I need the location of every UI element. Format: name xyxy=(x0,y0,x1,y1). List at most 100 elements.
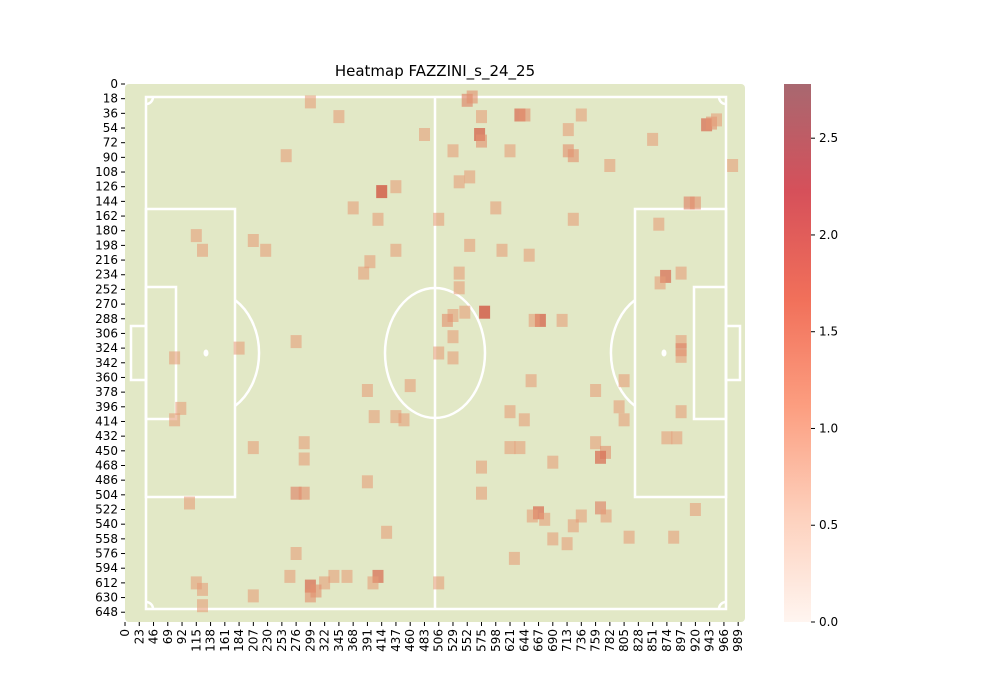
heatmap-cell xyxy=(358,266,370,280)
heatmap-cell xyxy=(447,351,459,365)
heatmap-cell xyxy=(476,486,487,500)
colorbar-tick-label: 1.5 xyxy=(819,325,838,339)
x-tick-label: 184 xyxy=(232,629,246,652)
y-tick-label: 468 xyxy=(95,458,118,472)
x-tick-label: 483 xyxy=(417,629,431,652)
heatmap-cell xyxy=(459,305,471,319)
x-tick-label: 230 xyxy=(261,629,275,652)
x-tick-label: 23 xyxy=(132,629,146,644)
colorbar-tick-label: 1.0 xyxy=(819,421,838,435)
colorbar-tick-label: 0.0 xyxy=(819,615,838,629)
heatmap-cell xyxy=(547,532,559,546)
heatmap-cell xyxy=(453,266,465,280)
chart-title: Heatmap FAZZINI_s_24_25 xyxy=(335,62,535,81)
x-tick-label: 207 xyxy=(246,629,260,652)
heatmap-cell xyxy=(464,238,476,252)
y-tick-label: 216 xyxy=(95,253,118,267)
heatmap-cell xyxy=(404,379,416,393)
pitch-markings xyxy=(129,95,742,611)
x-tick-label: 529 xyxy=(446,629,460,652)
heatmap-cell xyxy=(556,313,568,327)
x-tick-label: 644 xyxy=(517,629,531,652)
left-penalty-arc xyxy=(234,299,261,407)
x-tick-label: 828 xyxy=(631,629,645,652)
heatmap-cell xyxy=(504,441,516,455)
heatmap-cell xyxy=(476,110,487,124)
x-tick-label: 437 xyxy=(389,629,403,652)
heatmap-cell xyxy=(514,441,526,455)
x-tick-label: 667 xyxy=(532,629,546,652)
x-tick-label: 874 xyxy=(660,629,674,652)
y-tick-label: 0 xyxy=(110,77,118,91)
heatmap-cell xyxy=(689,196,701,210)
heatmap-cell xyxy=(347,201,359,215)
heatmap-cell xyxy=(433,576,445,590)
heatmap-cell xyxy=(233,341,245,355)
heatmap-cell xyxy=(547,455,559,469)
heatmap-cell xyxy=(476,134,487,148)
y-tick-label: 594 xyxy=(95,561,118,575)
y-tick-label: 612 xyxy=(95,576,118,590)
x-tick-label: 368 xyxy=(346,629,360,652)
x-tick-label: 506 xyxy=(432,629,446,652)
heatmap-cell xyxy=(623,530,635,544)
y-tick-label: 558 xyxy=(95,532,118,546)
heatmap-cell xyxy=(518,413,530,427)
colorbar-tick-label: 0.5 xyxy=(819,518,838,532)
heatmap-cell xyxy=(368,410,380,424)
heatmap-cell xyxy=(298,436,310,450)
heatmap-cell xyxy=(453,175,465,189)
heatmap-cell xyxy=(247,589,259,603)
heatmap-cell xyxy=(453,281,465,295)
heatmap-cell xyxy=(604,159,616,172)
right-penalty-spot xyxy=(661,349,667,357)
x-tick-label: 253 xyxy=(275,629,289,652)
y-tick-label: 522 xyxy=(95,503,118,517)
colorbar-ticks: 0.0 0.5 1.0 1.5 2.0 2.5 xyxy=(811,131,838,629)
y-tick-label: 18 xyxy=(103,92,118,106)
x-tick-label: 46 xyxy=(147,629,161,644)
heatmap-cell xyxy=(260,243,272,257)
heatmap-cell xyxy=(575,509,587,523)
heatmap-cell xyxy=(447,309,459,322)
heatmap-cell xyxy=(333,110,345,124)
heatmap-cell xyxy=(419,128,430,141)
heatmap-cell xyxy=(474,128,486,141)
heatmap-cell xyxy=(668,530,680,544)
x-tick-label: 138 xyxy=(204,629,218,652)
heatmap-cell xyxy=(361,384,373,397)
heatmap-cell xyxy=(654,276,666,290)
heatmap-cell xyxy=(441,313,453,327)
heatmap-cell xyxy=(364,255,376,269)
x-tick-label: 345 xyxy=(332,629,346,652)
y-tick-label: 432 xyxy=(95,429,118,443)
heatmap-cell xyxy=(298,452,310,466)
heatmap-cell xyxy=(328,569,340,583)
x-tick-label: 897 xyxy=(674,629,688,652)
heatmap-cell xyxy=(647,132,659,146)
heatmap-cell xyxy=(390,180,402,194)
heatmap-cell xyxy=(575,108,587,122)
heatmap-cell xyxy=(618,413,630,427)
x-tick-label: 782 xyxy=(603,629,617,652)
heatmap-cell xyxy=(433,346,445,360)
y-tick-label: 630 xyxy=(95,591,118,605)
heatmap-cell xyxy=(613,400,625,414)
heatmap-cell xyxy=(590,384,602,397)
x-tick-label: 92 xyxy=(175,629,189,644)
heatmap-cell xyxy=(319,576,331,590)
heatmap-cell xyxy=(464,170,476,184)
heatmap-cell xyxy=(298,486,310,500)
heatmap-cell xyxy=(595,501,606,515)
heatmap-cell xyxy=(479,305,491,319)
x-tick-label: 598 xyxy=(489,629,503,652)
heatmap-cell xyxy=(727,159,739,172)
heatmap-cell xyxy=(247,234,259,247)
y-tick-label: 180 xyxy=(95,224,118,238)
heatmap-cell xyxy=(590,436,602,450)
x-tick-label: 621 xyxy=(503,629,517,652)
heatmap-cell xyxy=(504,144,516,158)
centre-circle xyxy=(383,286,487,420)
heatmap-cell xyxy=(197,582,208,596)
